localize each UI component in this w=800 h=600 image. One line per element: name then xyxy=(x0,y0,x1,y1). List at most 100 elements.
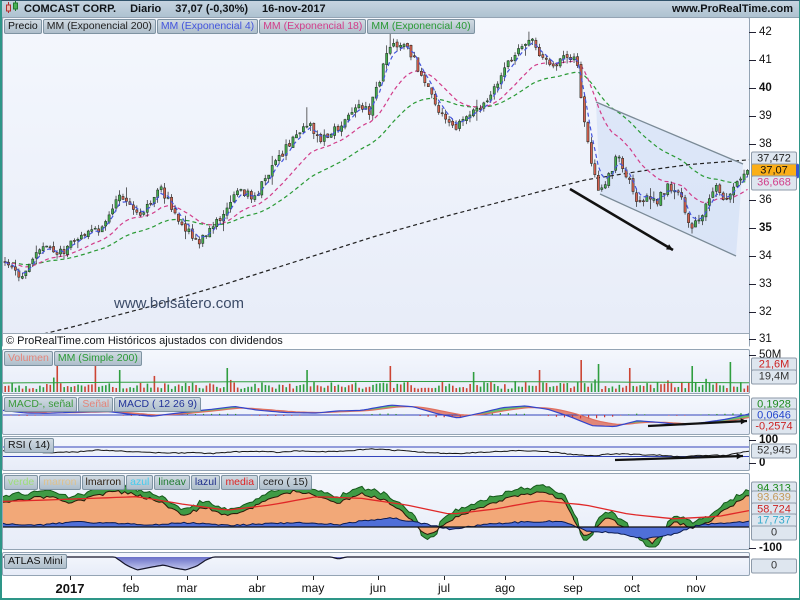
legend-item-volume-0[interactable]: Volumen xyxy=(4,351,53,366)
month-tick xyxy=(505,576,506,580)
month-tick xyxy=(378,576,379,580)
axis-tick xyxy=(749,256,756,257)
rsi-legend: RSI ( 14) xyxy=(4,438,55,453)
month-label: may xyxy=(301,581,325,595)
rsi-canvas[interactable] xyxy=(3,437,749,470)
volume-legend: Volumen MM (Simple 200) xyxy=(4,351,143,366)
last-price-change: 37,07 (-0,30%) xyxy=(175,3,249,15)
axis-label-price: 32 xyxy=(759,306,772,318)
axis-tick xyxy=(749,339,756,340)
value-tag-price: 37,472 xyxy=(751,151,797,167)
month-label: mar xyxy=(176,581,198,595)
month-label: feb xyxy=(122,581,140,595)
value-tag-custom: 17,737 xyxy=(751,513,797,529)
value-tag-atlas: 0 xyxy=(751,558,797,574)
month-label: oct xyxy=(623,581,641,595)
custom-indicator-canvas[interactable] xyxy=(3,474,749,549)
price-pane[interactable]: Precio MM (Exponencial 200) MM (Exponencia… xyxy=(2,17,750,347)
axis-label-price: 36 xyxy=(759,194,772,206)
price-legend: Precio MM (Exponencial 200) MM (Exponencia… xyxy=(4,19,476,34)
candlestick-icon xyxy=(5,1,19,17)
legend-item-custom-0[interactable]: verde xyxy=(4,475,39,490)
legend-item-custom-4[interactable]: lineav xyxy=(154,475,190,490)
legend-item-macd-1[interactable]: Señal xyxy=(78,397,114,412)
month-tick xyxy=(696,576,697,580)
axis-tick xyxy=(749,463,756,464)
legend-item-price-4[interactable]: MM (Exponencial 40) xyxy=(367,19,475,34)
legend-item-rsi-0[interactable]: RSI ( 14) xyxy=(4,438,55,453)
axis-label-price: 41 xyxy=(759,54,772,66)
axis-label-price: 42 xyxy=(759,26,772,38)
prorealtime-link[interactable]: www.ProRealTime.com xyxy=(671,3,793,15)
macd-canvas[interactable] xyxy=(3,396,749,434)
quote-date: 16-nov-2017 xyxy=(262,3,326,15)
legend-item-custom-6[interactable]: media xyxy=(221,475,259,490)
axis-label-rsi: 0 xyxy=(759,457,766,469)
legend-item-custom-3[interactable]: azul xyxy=(126,475,154,490)
legend-item-price-1[interactable]: MM (Exponencial 200) xyxy=(42,19,156,34)
instrument-name: COMCAST CORP. xyxy=(24,3,117,15)
value-tag-volume: 19,4M xyxy=(751,369,797,385)
axis-tick xyxy=(749,284,756,285)
month-tick xyxy=(313,576,314,580)
axis-tick xyxy=(749,548,756,549)
axis-label-price: 34 xyxy=(759,250,772,262)
axis-tick xyxy=(749,228,756,229)
legend-item-price-0[interactable]: Precio xyxy=(4,19,42,34)
price-chart-canvas[interactable] xyxy=(3,18,749,346)
legend-item-macd-0[interactable]: MACD-, señal xyxy=(4,397,78,412)
value-tag-rsi: 52,945 xyxy=(751,443,797,459)
axis-tick xyxy=(749,116,756,117)
atlas-mini-canvas[interactable] xyxy=(3,553,749,575)
custom-indicator-pane[interactable]: verde marron lmarron azul lineav lazul media ce… xyxy=(2,473,750,550)
axis-label-rsi: 100 xyxy=(759,434,779,446)
time-axis[interactable]: 2017 feb mar abr may jun jul ago sep oct nov xyxy=(2,576,750,598)
legend-item-custom-5[interactable]: lazul xyxy=(190,475,221,490)
value-tag-macd: -0,2574 xyxy=(751,419,797,435)
axis-label-price: 39 xyxy=(759,110,772,122)
axis-tick xyxy=(749,312,756,313)
value-tag-price: 37,07 xyxy=(751,163,799,179)
axis-label-price: 33 xyxy=(759,278,772,290)
legend-item-atlas-0[interactable]: ATLAS Mini xyxy=(4,554,67,569)
volume-canvas[interactable] xyxy=(3,350,749,393)
macd-pane[interactable]: MACD-, señal Señal MACD ( 12 26 9) xyxy=(2,395,750,435)
month-tick xyxy=(70,576,71,580)
axis-label-price: 40 xyxy=(759,82,772,94)
atlas-mini-pane[interactable]: ATLAS Mini xyxy=(2,552,750,576)
axis-label-price: 35 xyxy=(759,222,772,234)
timeframe-label: Diario xyxy=(130,3,162,15)
month-label: 2017 xyxy=(55,581,85,596)
month-label: abr xyxy=(248,581,266,595)
legend-item-custom-7[interactable]: cero ( 15) xyxy=(259,475,312,490)
copyright-note: © ProRealTime.com Históricos ajustados c… xyxy=(3,333,749,347)
month-label: sep xyxy=(563,581,583,595)
axis-tick xyxy=(749,144,756,145)
month-tick xyxy=(257,576,258,580)
month-label: jul xyxy=(437,581,451,595)
value-tag-price: 36,668 xyxy=(751,175,797,191)
legend-item-macd-2[interactable]: MACD ( 12 26 9) xyxy=(114,397,201,412)
axis-tick xyxy=(749,88,756,89)
axis-tick xyxy=(749,355,756,356)
legend-item-custom-1[interactable]: marron xyxy=(39,475,81,490)
axis-tick xyxy=(749,32,756,33)
month-tick xyxy=(187,576,188,580)
axis-tick xyxy=(749,440,756,441)
watermark: www.bolsatero.com xyxy=(114,295,245,312)
legend-item-price-3[interactable]: MM (Exponencial 18) xyxy=(259,19,367,34)
month-label: ago xyxy=(494,581,516,595)
axis-label-price: 38 xyxy=(759,138,772,150)
titlebar: COMCAST CORP. Diario 37,07 (-0,30%) 16-n… xyxy=(2,1,799,18)
value-tag-volume: 21,6M xyxy=(751,357,797,373)
rsi-pane[interactable]: RSI ( 14) xyxy=(2,436,750,471)
value-tag-custom: 0 xyxy=(751,525,797,541)
month-tick xyxy=(131,576,132,580)
axis-tick xyxy=(749,60,756,61)
month-tick xyxy=(632,576,633,580)
legend-item-custom-2[interactable]: lmarron xyxy=(81,475,126,490)
legend-item-price-2[interactable]: MM (Exponencial 4) xyxy=(156,19,259,34)
volume-pane[interactable]: Volumen MM (Simple 200) xyxy=(2,349,750,394)
legend-item-volume-1[interactable]: MM (Simple 200) xyxy=(53,351,142,366)
